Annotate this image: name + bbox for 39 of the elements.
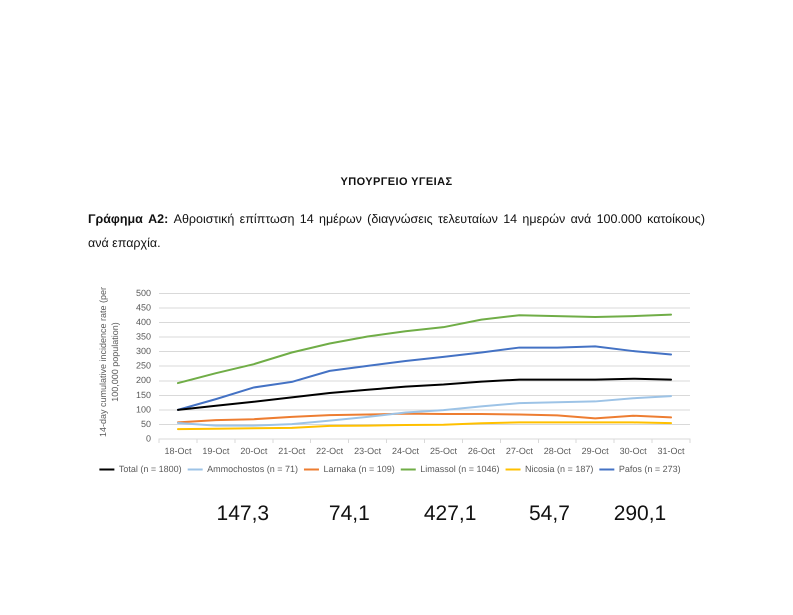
text: 54,7 xyxy=(529,502,570,526)
text: ΥΠΟΥΡΓΕΙΟ ΥΓΕΙΑΣ xyxy=(340,176,454,188)
x-tick-label: 24-Oct xyxy=(392,446,420,456)
x-tick-label: 20-Oct xyxy=(240,446,268,456)
y-tick-label: 50 xyxy=(140,418,151,429)
text: 290,1 xyxy=(614,502,666,526)
x-tick-label: 28-Oct xyxy=(544,446,572,456)
legend-label: Nicosia (n = 187) xyxy=(525,464,594,474)
y-tick-label: 500 xyxy=(136,288,151,298)
y-tick-label: 200 xyxy=(136,375,151,386)
y-axis-title: 14-day cumulative incidence rate (per 100,000 population) xyxy=(97,286,121,440)
legend-label: Total (n = 1800) xyxy=(118,464,182,474)
y-tick-label: 350 xyxy=(136,332,151,342)
legend-label: Pafos (n = 273) xyxy=(618,464,681,474)
x-tick-label: 27-Oct xyxy=(506,446,534,456)
text: 147,3 xyxy=(216,502,270,526)
y-tick-label: 250 xyxy=(136,360,151,371)
x-tick-label: 21-Oct xyxy=(278,446,306,456)
chart-title: Γράφημα A2: Αθροιστική επίπτωση 14 ημέρων (διαγνώσεις τελευταίων 14 ημερών ανά 100.000 κατοίκους) ανά επαρχία. xyxy=(88,212,705,250)
y-tick-label: 400 xyxy=(136,317,151,328)
x-tick-label: 18-Oct xyxy=(164,446,192,456)
legend-label: Ammochostos (n = 71) xyxy=(207,464,298,474)
text: 74,1 xyxy=(328,502,370,526)
x-tick-label: 25-Oct xyxy=(430,446,458,456)
x-tick-label: 31-Oct xyxy=(658,446,686,456)
y-tick-label: 100 xyxy=(136,404,151,414)
x-tick-label: 19-Oct xyxy=(202,446,230,456)
legend-label: Larnaka (n = 109) xyxy=(323,464,395,474)
text: 427,1 xyxy=(424,502,476,526)
legend-label: Limassol (n = 1046) xyxy=(420,464,500,474)
y-tick-label: 150 xyxy=(136,390,151,400)
y-tick-label: 300 xyxy=(136,346,151,356)
x-tick-label: 26-Oct xyxy=(468,446,496,456)
x-tick-label: 22-Oct xyxy=(316,446,344,456)
x-tick-label: 23-Oct xyxy=(354,446,382,456)
x-tick-label: 30-Oct xyxy=(620,446,648,456)
y-tick-label: 0 xyxy=(146,433,151,444)
x-tick-label: 29-Oct xyxy=(582,446,610,456)
y-tick-label: 450 xyxy=(136,302,151,312)
